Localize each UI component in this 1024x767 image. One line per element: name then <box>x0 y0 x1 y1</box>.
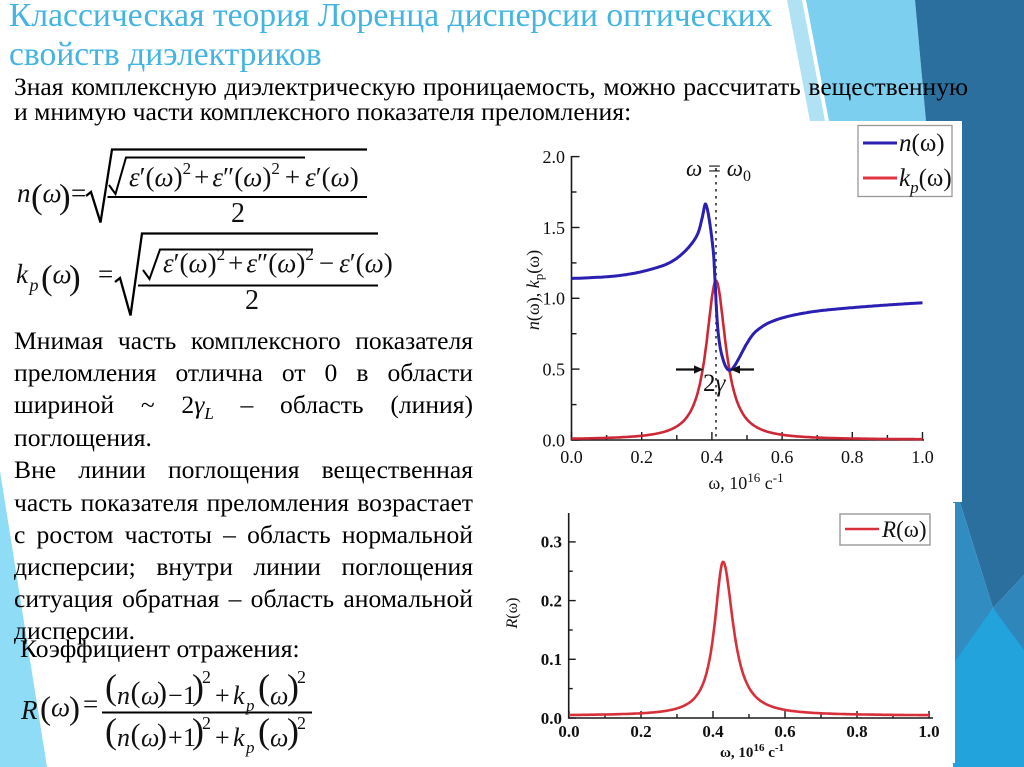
svg-text:1: 1 <box>183 681 196 710</box>
svg-text:n(ω): n(ω) <box>899 130 945 157</box>
svg-text:ω: ω <box>270 681 288 710</box>
svg-text:1.0: 1.0 <box>918 722 939 741</box>
svg-text:ω, 1016 c-1: ω, 1016 c-1 <box>720 742 784 761</box>
svg-text:1.0: 1.0 <box>543 289 566 309</box>
svg-text:1.5: 1.5 <box>543 218 566 238</box>
svg-text:ω: ω <box>141 681 159 710</box>
svg-text:): ) <box>287 711 299 751</box>
svg-text:ε′(ω)2+ε″(ω)2−ε′(ω): ε′(ω)2 + ε″(ω)2− ε′(ω) <box>163 245 393 278</box>
svg-text:0.0: 0.0 <box>560 447 583 467</box>
svg-text:2: 2 <box>202 713 211 733</box>
svg-text:0.6: 0.6 <box>771 447 794 467</box>
svg-text:): ) <box>69 258 81 297</box>
svg-text:): ) <box>59 177 71 216</box>
svg-text:): ) <box>157 676 167 709</box>
svg-text:(: ( <box>31 177 43 216</box>
svg-text:ω: ω <box>141 723 159 752</box>
svg-text:0.0: 0.0 <box>558 722 579 741</box>
svg-text:R: R <box>20 695 38 725</box>
svg-text:kp(ω): kp(ω) <box>899 165 952 197</box>
svg-text:−: − <box>168 681 183 710</box>
svg-text:0.0: 0.0 <box>543 430 566 450</box>
svg-text:+: + <box>168 723 183 752</box>
svg-text:n: n <box>117 723 130 752</box>
svg-text:p: p <box>28 275 39 295</box>
svg-text:R(ω): R(ω) <box>504 598 521 630</box>
svg-text:+: + <box>215 723 230 752</box>
svg-text:0.2: 0.2 <box>630 447 653 467</box>
svg-text:ω, 1016 c-1: ω, 1016 c-1 <box>708 470 783 493</box>
svg-text:2.0: 2.0 <box>543 147 566 167</box>
svg-text:): ) <box>287 667 299 707</box>
svg-text:0.8: 0.8 <box>841 447 864 467</box>
svg-text:0.8: 0.8 <box>846 722 867 741</box>
svg-text:1.0: 1.0 <box>911 447 934 467</box>
svg-text:n(ω), kp(ω): n(ω), kp(ω) <box>523 250 546 330</box>
svg-text:(: ( <box>41 258 53 297</box>
svg-text:k: k <box>16 259 29 289</box>
svg-text:(: ( <box>105 667 117 707</box>
svg-text:n: n <box>117 681 130 710</box>
svg-text:ω = ω0: ω = ω0 <box>686 156 751 185</box>
svg-text:=: = <box>98 259 113 289</box>
svg-text:0.5: 0.5 <box>543 360 566 380</box>
svg-text:ω: ω <box>53 259 72 289</box>
svg-text:): ) <box>69 691 80 727</box>
svg-text:(: ( <box>105 711 117 751</box>
svg-text:2γ: 2γ <box>703 370 727 397</box>
svg-text:0.6: 0.6 <box>774 722 795 741</box>
svg-text:p: p <box>245 738 255 757</box>
svg-text:2: 2 <box>202 667 211 687</box>
svg-text:=: = <box>83 689 98 719</box>
svg-text:+: + <box>215 681 230 710</box>
svg-text:): ) <box>157 718 167 751</box>
svg-text:2: 2 <box>231 198 245 229</box>
svg-text:): ) <box>192 667 204 707</box>
svg-text:(: ( <box>258 667 270 707</box>
svg-text:k: k <box>233 681 245 710</box>
svg-text:ω: ω <box>43 178 62 208</box>
svg-text:=: = <box>71 178 86 208</box>
svg-text:): ) <box>192 711 204 751</box>
svg-text:2: 2 <box>297 667 306 687</box>
svg-text:(: ( <box>40 691 51 727</box>
svg-text:2: 2 <box>245 285 259 316</box>
svg-text:1: 1 <box>183 723 196 752</box>
svg-text:0.2: 0.2 <box>630 722 651 741</box>
svg-text:0.2: 0.2 <box>541 591 562 610</box>
svg-text:0.4: 0.4 <box>701 447 724 467</box>
svg-text:0.4: 0.4 <box>702 722 724 741</box>
svg-text:ε′(ω)2+ε″(ω)2+ε′(ω): ε′(ω)2 + ε″(ω)2 + ε′(ω) <box>129 159 359 192</box>
svg-text:p: p <box>245 696 255 715</box>
svg-text:0.3: 0.3 <box>541 533 562 552</box>
svg-text:(: ( <box>131 718 141 751</box>
svg-text:2: 2 <box>297 713 306 733</box>
svg-text:k: k <box>233 723 245 752</box>
svg-text:0.1: 0.1 <box>541 650 562 669</box>
svg-text:(: ( <box>131 676 141 709</box>
svg-text:n: n <box>17 178 31 208</box>
svg-text:0.0: 0.0 <box>541 709 562 728</box>
svg-text:ω: ω <box>51 692 70 722</box>
svg-text:R(ω): R(ω) <box>881 517 927 542</box>
svg-text:(: ( <box>258 711 270 751</box>
svg-text:ω: ω <box>270 723 288 752</box>
